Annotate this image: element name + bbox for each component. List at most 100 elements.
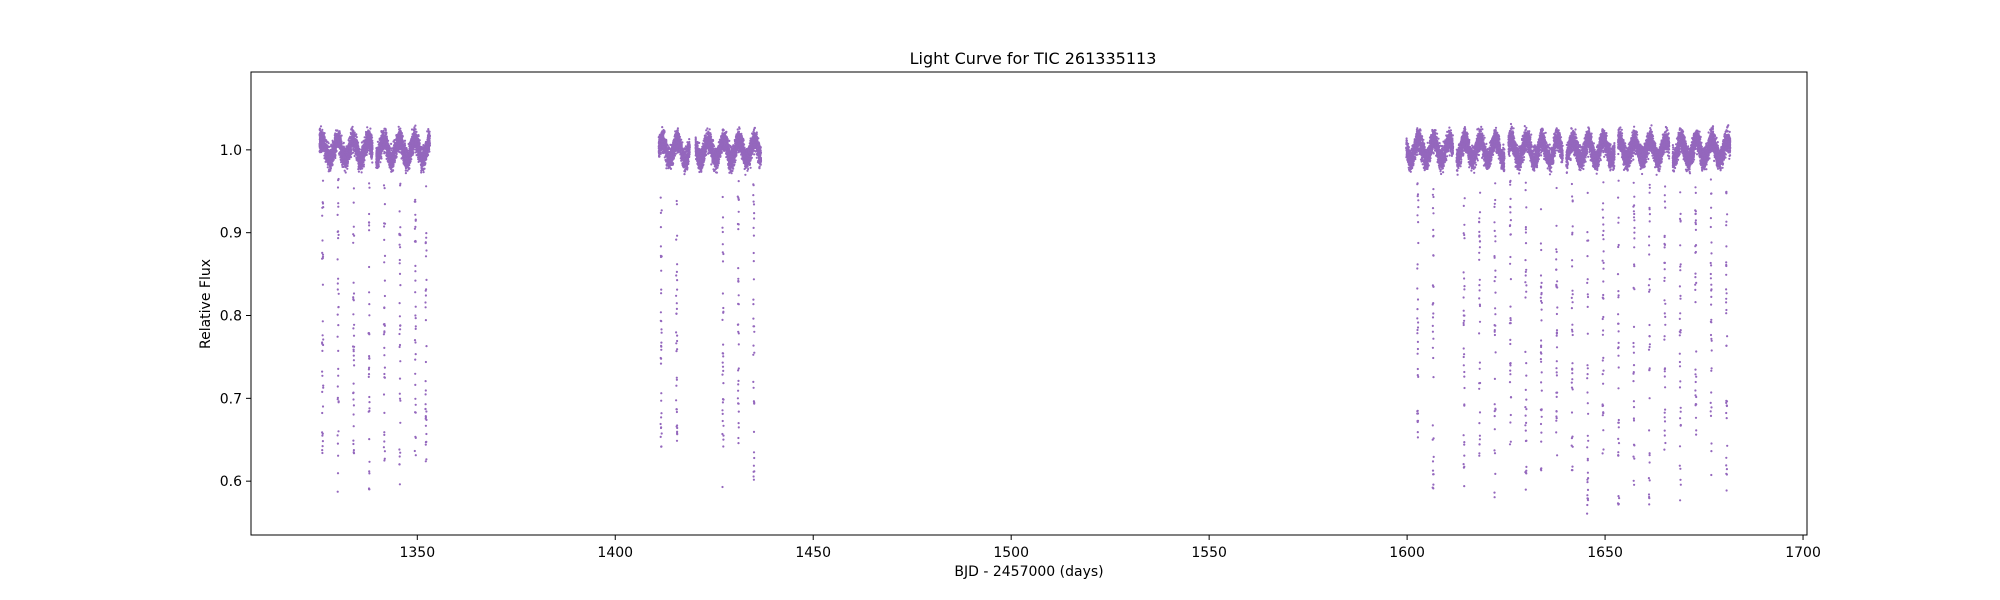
flux-point [666,153,668,155]
flux-point [343,166,345,168]
flux-point [663,147,665,149]
flux-point [418,143,420,145]
flux-point [344,151,346,153]
flux-point [423,171,425,173]
flux-point [382,144,384,146]
flux-point [364,136,366,138]
flux-point [334,152,336,154]
flux-point [683,170,685,172]
flux-point [401,132,403,134]
flux-point [323,143,325,145]
flux-point [364,154,366,156]
flux-point [347,157,349,159]
flux-point [385,142,387,144]
flux-point [395,152,397,154]
flux-point [340,151,342,153]
flux-point [382,133,384,135]
flux-point [403,161,405,163]
flux-point [359,154,361,156]
flux-point [377,158,379,160]
flux-point [370,144,372,146]
flux-point [381,149,383,151]
flux-point [423,154,425,156]
flux-point [369,128,371,130]
flux-point [366,134,368,136]
flux-point [341,164,343,166]
flux-point [384,139,386,141]
flux-point [685,168,687,170]
flux-point [379,151,381,153]
flux-point [413,138,415,140]
flux-point [369,135,371,137]
flux-point [354,155,356,157]
flux-point [382,138,384,140]
flux-point [340,140,342,142]
flux-point [339,134,341,136]
flux-point [383,151,385,153]
flux-point [419,139,421,141]
flux-point [386,158,388,160]
flux-point [343,156,345,158]
flux-point [333,159,335,161]
flux-point [379,161,381,163]
flux-point [663,130,665,132]
flux-point [350,132,352,134]
flux-point [685,160,687,162]
flux-point [682,155,684,157]
flux-point [381,147,383,149]
flux-point [332,154,334,156]
flux-point [383,140,385,142]
flux-point [673,154,675,156]
flux-point [393,156,395,158]
flux-point [418,146,420,148]
flux-point [397,137,399,139]
flux-point [402,149,404,151]
flux-point [350,153,352,155]
flux-point [348,155,350,157]
flux-point [405,170,407,172]
flux-point [414,135,416,137]
flux-point [337,139,339,141]
flux-point [658,150,660,152]
chart-title: Light Curve for TIC 261335113 [910,49,1157,68]
flux-point [334,143,336,145]
flux-point [377,141,379,143]
flux-point [390,171,392,173]
flux-point [681,141,683,143]
flux-point [416,154,418,156]
flux-point [361,141,363,143]
flux-point [326,160,328,162]
flux-point [349,143,351,145]
flux-point [392,153,394,155]
flux-point [682,162,684,164]
flux-point [405,163,407,165]
flux-point [679,153,681,155]
flux-point [673,141,675,143]
flux-point [345,160,347,162]
flux-point [669,144,671,146]
flux-point [368,131,370,133]
flux-point [680,147,682,149]
flux-point [670,168,672,170]
flux-point [336,143,338,145]
flux-point [363,141,365,143]
flux-point [405,153,407,155]
flux-point [406,158,408,160]
flux-point [677,129,679,131]
flux-point [684,148,686,150]
flux-point [330,167,332,169]
flux-point [361,156,363,158]
flux-point [360,165,362,167]
flux-point [407,163,409,165]
flux-point [380,130,382,132]
flux-point [400,146,402,148]
flux-point [412,133,414,135]
flux-point [673,150,675,152]
flux-point [398,126,400,128]
flux-point [362,146,364,148]
flux-point [668,164,670,166]
flux-point [411,136,413,138]
flux-point [366,137,368,139]
flux-point [659,136,661,138]
flux-point [325,148,327,150]
